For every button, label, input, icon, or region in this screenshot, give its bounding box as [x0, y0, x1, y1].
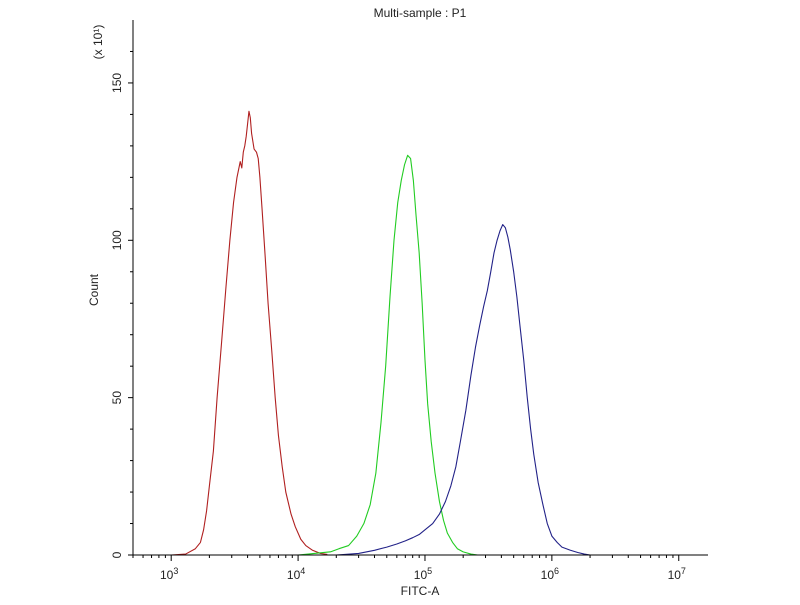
x-tick-base: 10 — [414, 568, 428, 582]
x-tick-base: 10 — [160, 568, 174, 582]
y-tick-label: 0 — [110, 551, 124, 558]
x-tick-label: 106 — [541, 566, 559, 582]
chart-title: Multi-sample : P1 — [374, 6, 467, 20]
x-tick-label: 107 — [668, 566, 686, 582]
x-tick-base: 10 — [668, 568, 682, 582]
x-tick-base: 10 — [287, 568, 301, 582]
x-tick-base: 10 — [541, 568, 555, 582]
x-tick-exponent: 6 — [554, 566, 559, 576]
histogram-series-2 — [298, 154, 478, 556]
histogram-series-1 — [171, 110, 328, 556]
y-tick-label: 100 — [110, 230, 124, 250]
x-tick-label: 105 — [414, 566, 432, 582]
y-tick-label: 150 — [110, 73, 124, 93]
x-tick-exponent: 4 — [300, 566, 305, 576]
y-tick-label: 50 — [110, 391, 124, 405]
y-axis-multiplier: (x 10¹) — [91, 25, 105, 60]
x-tick-exponent: 3 — [173, 566, 178, 576]
histogram-series-3 — [336, 224, 591, 556]
x-axis-title: FITC-A — [401, 584, 440, 598]
x-tick-exponent: 7 — [681, 566, 686, 576]
y-axis-title: Count — [87, 273, 101, 306]
x-tick-label: 103 — [160, 566, 178, 582]
x-tick-exponent: 5 — [427, 566, 432, 576]
series-layer — [171, 110, 591, 556]
x-tick-label: 104 — [287, 566, 305, 582]
